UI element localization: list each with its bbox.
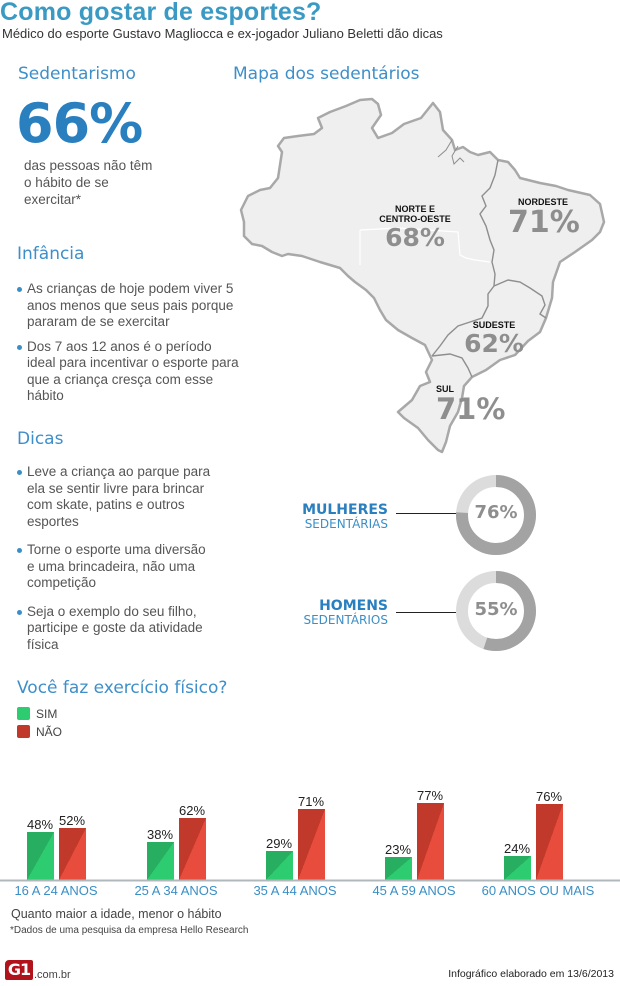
bar-label: 24% <box>503 841 531 856</box>
dicas-list: Leve a criança ao parque para ela se sen… <box>15 464 215 653</box>
g1-logo: G1 <box>5 960 33 980</box>
label-normal: SEDENTÁRIOS <box>303 613 388 627</box>
sedentarismo-value: 66% <box>16 92 143 155</box>
leader-line <box>396 513 456 514</box>
region-name: SUDESTE <box>472 320 516 330</box>
sedentarismo-description: das pessoas não têm o hábito de se exerc… <box>24 158 153 207</box>
region-value: 62% <box>464 329 524 358</box>
bar-label: 77% <box>416 788 444 803</box>
region-value: 71% <box>508 205 580 240</box>
dicas-heading: Dicas <box>17 429 64 449</box>
map-heading: Mapa dos sedentários <box>233 64 420 84</box>
legend-label-nao: NÃO <box>36 725 63 739</box>
list-item: As crianças de hoje podem viver 5 anos m… <box>15 281 240 331</box>
leader-line <box>396 612 456 613</box>
label-bold: HOMENS <box>319 598 388 614</box>
sedentarismo-heading: Sedentarismo <box>18 64 136 84</box>
bar-label: 62% <box>178 803 206 818</box>
homens-value: 55% <box>474 599 518 620</box>
mulheres-label: MULHERES SEDENTÁRIAS <box>278 503 388 531</box>
bar-label: 48% <box>26 817 54 832</box>
bar-label: 29% <box>265 836 293 851</box>
label-bold: MULHERES <box>302 502 388 518</box>
region-name: SUL <box>436 384 454 394</box>
map-region-sudeste: SUDESTE 62% <box>462 320 526 358</box>
exercise-heading: Você faz exercício físico? <box>17 678 228 698</box>
legend-swatch-nao <box>17 725 30 738</box>
bar-label: 38% <box>146 827 174 842</box>
region-value: 71% <box>436 392 506 426</box>
list-item: Leve a criança ao parque para ela se sen… <box>15 464 215 530</box>
region-value: 68% <box>385 223 445 252</box>
brazil-outline <box>239 97 606 454</box>
source-note: *Dados de uma pesquisa da empresa Hello … <box>10 925 249 936</box>
category-label: 25 A 34 ANOS <box>134 883 218 898</box>
page-subtitle: Médico do esporte Gustavo Magliocca e ex… <box>2 26 443 41</box>
legend-swatch-sim <box>17 707 30 720</box>
page-title: Como gostar de esportes? <box>0 0 322 26</box>
mulheres-donut <box>456 475 536 555</box>
category-label: 60 ANOS OU MAIS <box>481 883 595 898</box>
list-item: Torne o esporte uma diversão e uma brinc… <box>15 542 215 592</box>
homens-label: HOMENS SEDENTÁRIOS <box>278 599 388 627</box>
chart-note: Quanto maior a idade, menor o hábito <box>11 907 222 921</box>
map-region-nordeste: NORDESTE 71% <box>508 197 580 240</box>
map-region-sul: SUL 71% <box>436 384 506 424</box>
mulheres-value: 76% <box>474 502 518 523</box>
bar-label: 76% <box>535 789 563 804</box>
label-normal: SEDENTÁRIAS <box>304 517 388 531</box>
g1-logo-suffix: .com.br <box>34 969 71 981</box>
region-name: NORDESTE <box>517 197 568 207</box>
homens-donut <box>456 571 536 651</box>
list-item: Seja o exemplo do seu filho, participe e… <box>15 604 215 654</box>
bar-label: 23% <box>384 842 412 857</box>
bar-label: 52% <box>58 813 86 828</box>
legend-label-sim: SIM <box>36 707 58 721</box>
bar-label: 71% <box>297 794 325 809</box>
category-label: 45 A 59 ANOS <box>372 883 456 898</box>
region-name: CENTRO-OESTE <box>379 214 451 224</box>
category-label: 16 A 24 ANOS <box>14 883 98 898</box>
brazil-map <box>239 97 606 454</box>
infancia-list: As crianças de hoje podem viver 5 anos m… <box>15 281 240 405</box>
category-label: 35 A 44 ANOS <box>253 883 337 898</box>
infancia-heading: Infância <box>17 244 85 264</box>
map-region-norte: NORTE E CENTRO-OESTE 68% <box>356 204 474 252</box>
region-name: NORTE E <box>394 204 435 214</box>
credit: Infográfico elaborado em 13/6/2013 <box>448 968 614 980</box>
bar-chart <box>0 803 620 882</box>
list-item: Dos 7 aos 12 anos é o período ideal para… <box>15 339 240 405</box>
